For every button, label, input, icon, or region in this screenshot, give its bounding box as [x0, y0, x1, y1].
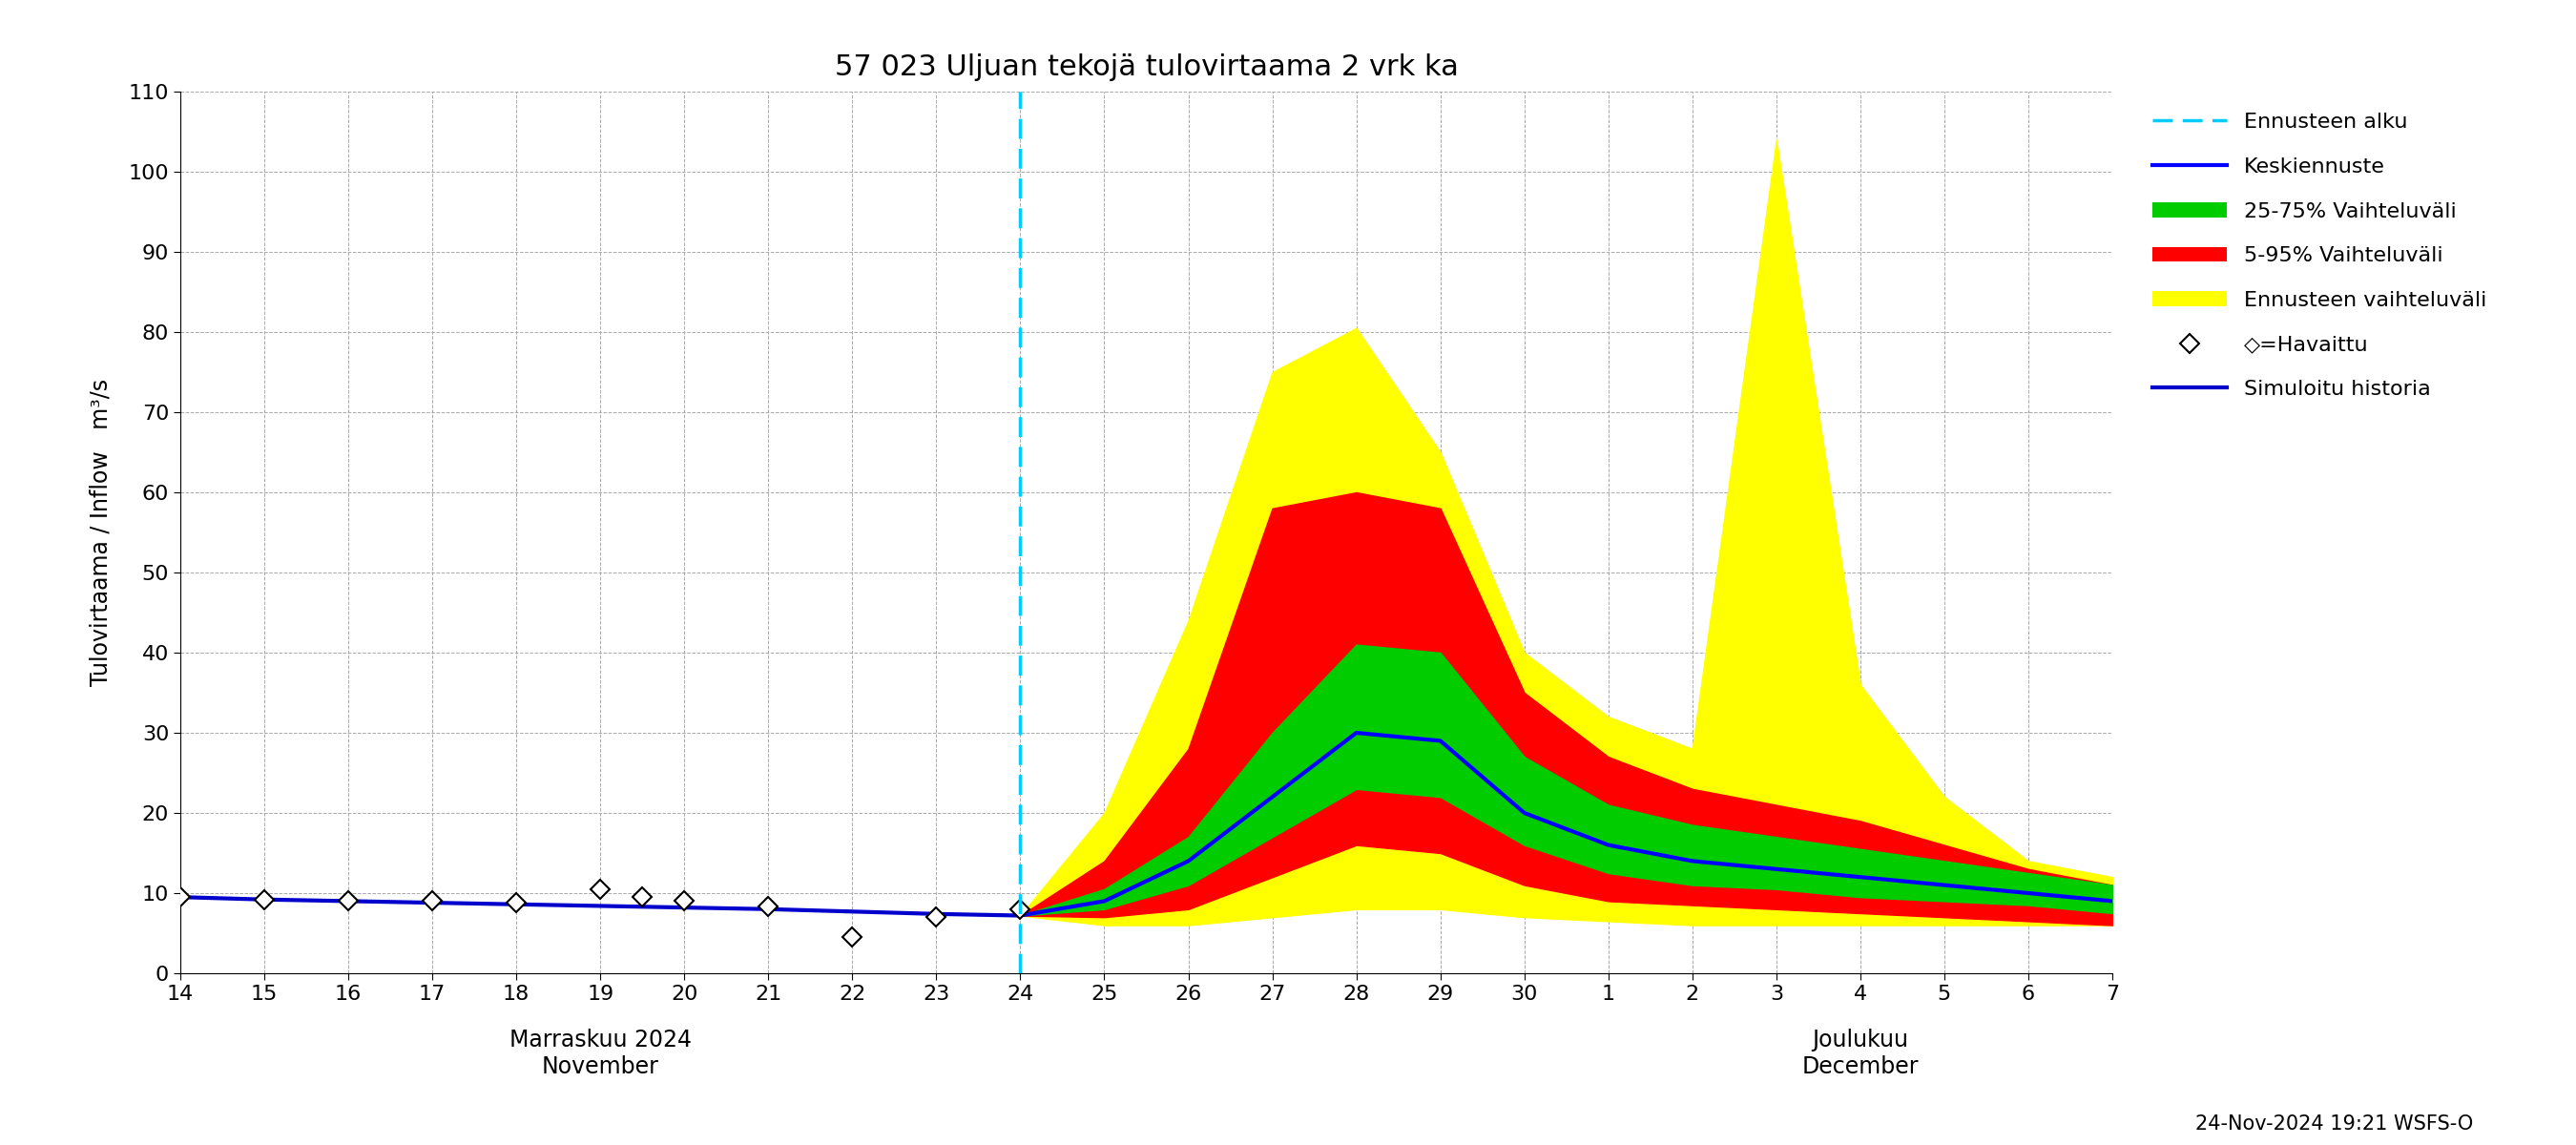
Title: 57 023 Uljuan tekojä tulovirtaama 2 vrk ka: 57 023 Uljuan tekojä tulovirtaama 2 vrk … [835, 54, 1458, 81]
Text: 24-Nov-2024 19:21 WSFS-O: 24-Nov-2024 19:21 WSFS-O [2195, 1114, 2473, 1134]
Text: Joulukuu
December: Joulukuu December [1801, 1029, 1919, 1079]
Legend: Ennusteen alku, Keskiennuste, 25-75% Vaihteluväli, 5-95% Vaihteluväli, Ennusteen: Ennusteen alku, Keskiennuste, 25-75% Vai… [2143, 102, 2496, 410]
Text: Marraskuu 2024
November: Marraskuu 2024 November [510, 1029, 690, 1079]
Y-axis label: Tulovirtaama / Inflow   m³/s: Tulovirtaama / Inflow m³/s [90, 379, 113, 686]
